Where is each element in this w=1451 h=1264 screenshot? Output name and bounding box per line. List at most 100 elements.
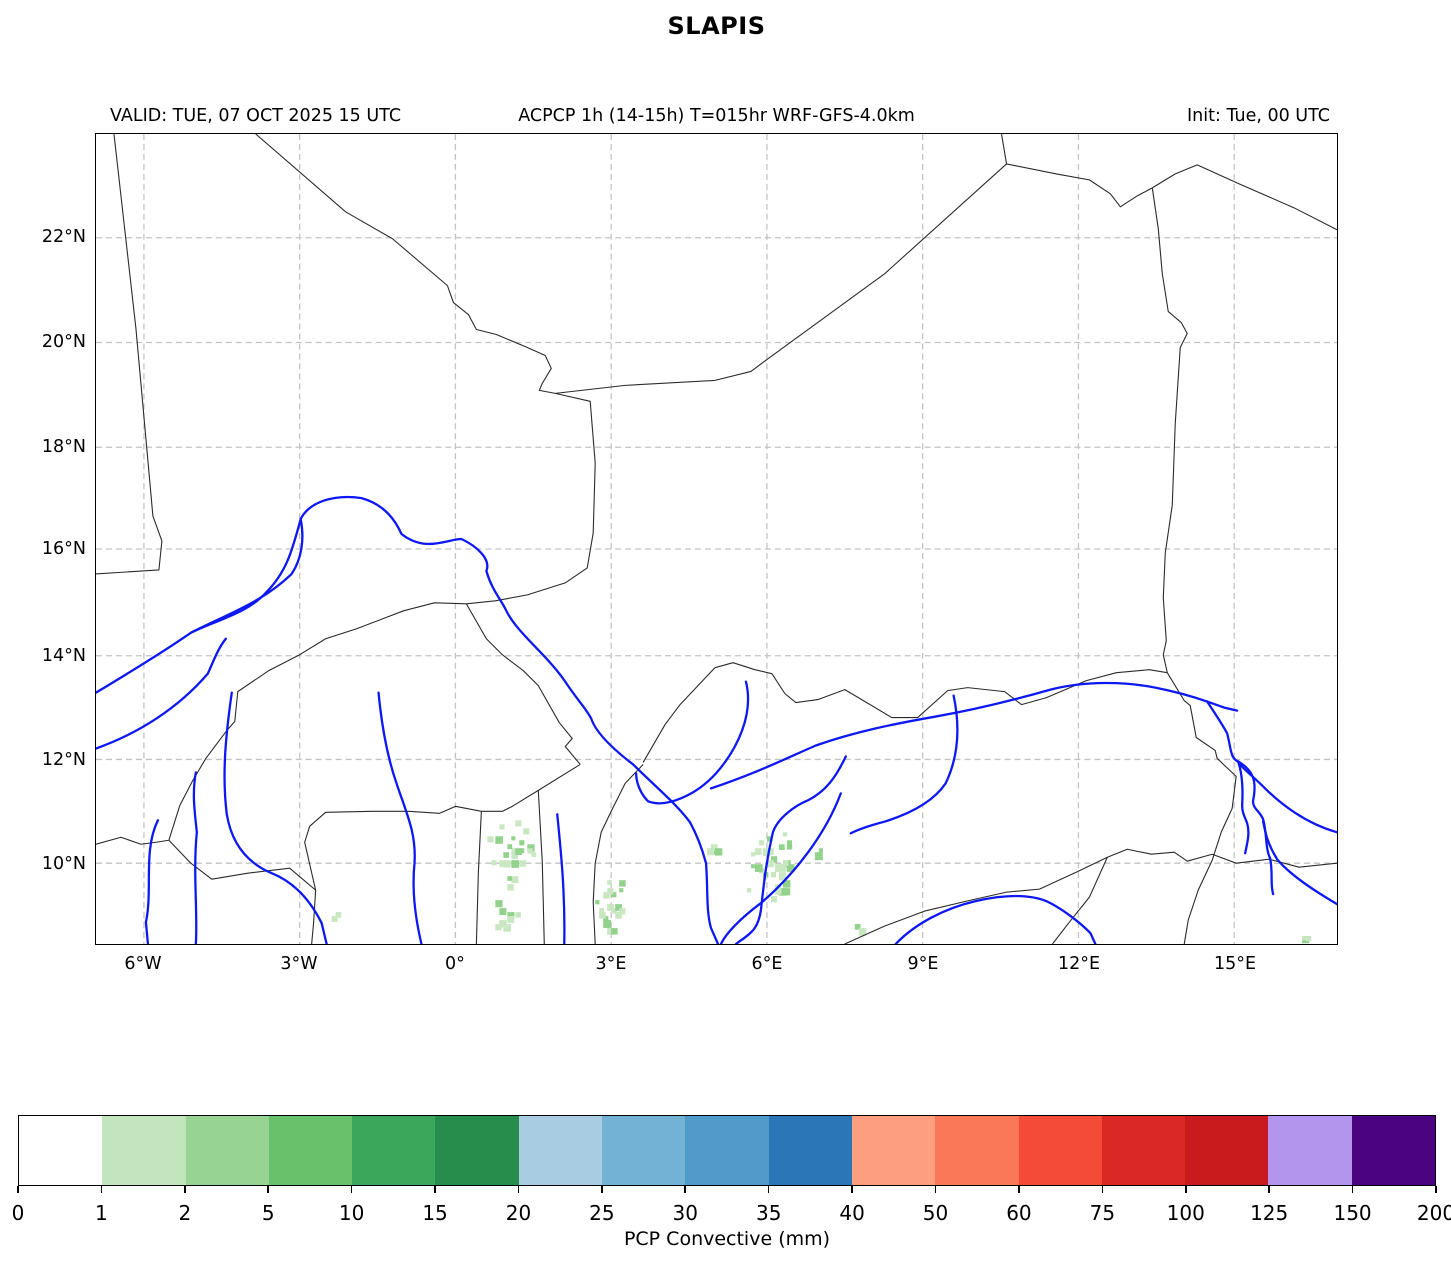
lon-tick-label: 15°E (1213, 954, 1257, 974)
precip-cell (607, 880, 612, 885)
country-border-line (1166, 672, 1237, 944)
precip-cell (782, 880, 791, 888)
colorbar-tick-mark (934, 1186, 937, 1193)
colorbar-tick-mark (350, 1186, 353, 1193)
colorbar-segment (352, 1116, 436, 1185)
country-border-line (1006, 163, 1153, 208)
lon-tick-label: 6°W (124, 954, 162, 974)
precip-cell (611, 892, 617, 898)
precip-cell (619, 908, 626, 915)
river-line (189, 517, 304, 634)
precip-cell (511, 860, 516, 865)
valid-time-text: VALID: TUE, 07 OCT 2025 15 UTC (110, 106, 402, 126)
colorbar-tick-label: 25 (589, 1201, 615, 1225)
precip-cell (515, 820, 522, 827)
colorbar-tick-label: 75 (1089, 1201, 1116, 1225)
country-border-line (168, 839, 317, 891)
precip-cell (603, 916, 609, 922)
precip-cell (495, 924, 502, 931)
river-line (1261, 820, 1337, 906)
country-border-line (311, 890, 317, 944)
colorbar-segment (268, 1116, 353, 1185)
lat-tick-label: 10°N (41, 854, 86, 874)
river-line (634, 680, 750, 805)
country-border-line (555, 163, 1007, 394)
river-line (1238, 762, 1337, 834)
precip-cell (491, 860, 497, 866)
colorbar-segment (1101, 1116, 1186, 1185)
colorbar-tick-label: 60 (1006, 1201, 1032, 1225)
precip-cell (527, 848, 533, 854)
precip-cell (487, 836, 494, 843)
precip-cell (511, 836, 516, 841)
precip-cell (519, 840, 525, 846)
river-line (709, 681, 1209, 790)
precip-cell (515, 848, 523, 856)
country-border-line (96, 134, 163, 575)
colorbar (18, 1115, 1436, 1186)
map-canvas (96, 134, 1337, 944)
colorbar-segment (435, 1116, 519, 1185)
river-line (377, 691, 423, 944)
lat-tick-label: 14°N (41, 646, 86, 666)
country-border-line (466, 392, 596, 605)
precip-cell (499, 824, 505, 830)
precip-cell (523, 828, 530, 835)
lon-tick-label: 12°E (1057, 954, 1101, 974)
colorbar-tick-label: 150 (1333, 1201, 1372, 1225)
colorbar-tick-label: 50 (922, 1201, 949, 1225)
precip-cell (507, 912, 515, 920)
lat-tick-label: 22°N (41, 227, 86, 247)
precip-cell (750, 864, 755, 869)
country-border-line (465, 603, 581, 765)
rivers (96, 495, 1337, 944)
precip-cell (1306, 936, 1312, 942)
precip-cell (782, 860, 789, 866)
precip-cell (519, 860, 526, 867)
precip-cell (766, 836, 773, 842)
precip-cell (818, 848, 823, 853)
precip-cell (507, 876, 513, 881)
precip-cell (854, 924, 861, 930)
precip-cell (750, 852, 756, 857)
country-border-line (255, 134, 556, 394)
precip-cell (707, 848, 715, 856)
country-border-line (592, 764, 644, 944)
country-border-line (1152, 164, 1337, 231)
map-panel (95, 133, 1338, 945)
precip-cell (619, 880, 626, 887)
precip-cell (782, 832, 788, 837)
product-description-text: ACPCP 1h (14-15h) T=015hr WRF-GFS-4.0km (518, 106, 915, 126)
lat-tick-label: 18°N (41, 437, 86, 457)
precip-cell (507, 884, 514, 891)
colorbar-tick-label: 20 (505, 1201, 532, 1225)
init-time-text: Init: Tue, 00 UTC (1187, 106, 1330, 126)
precip-cell (814, 852, 823, 861)
precip-cell (599, 908, 604, 913)
colorbar-tick-label: 0 (11, 1201, 25, 1225)
colorbar-tick-mark (1184, 1186, 1187, 1193)
precip-cell (607, 928, 615, 935)
colorbar-tick-mark (601, 1186, 603, 1193)
colorbar-tick-mark (434, 1186, 436, 1193)
colorbar-segment (1185, 1116, 1269, 1185)
colorbar-tick-mark (1101, 1186, 1104, 1193)
country-border-line (642, 662, 1168, 763)
colorbar-segment (518, 1116, 603, 1185)
precip-cell (531, 852, 537, 858)
precip-cell (715, 848, 723, 856)
precip-cell (511, 852, 519, 859)
colorbar-tick-mark (17, 1186, 19, 1193)
precip-cell (499, 920, 507, 928)
colorbar-segment (768, 1116, 852, 1185)
colorbar-tick-label: 200 (1416, 1201, 1451, 1225)
precip-cell (711, 848, 718, 855)
precip-cell (515, 912, 521, 918)
colorbar-tick-label: 35 (755, 1201, 782, 1225)
country-border-line (1052, 856, 1108, 944)
precip-cell (770, 896, 778, 903)
lon-tick-label: 0° (445, 954, 465, 974)
colorbar-segment (19, 1116, 103, 1185)
river-line (719, 792, 842, 944)
